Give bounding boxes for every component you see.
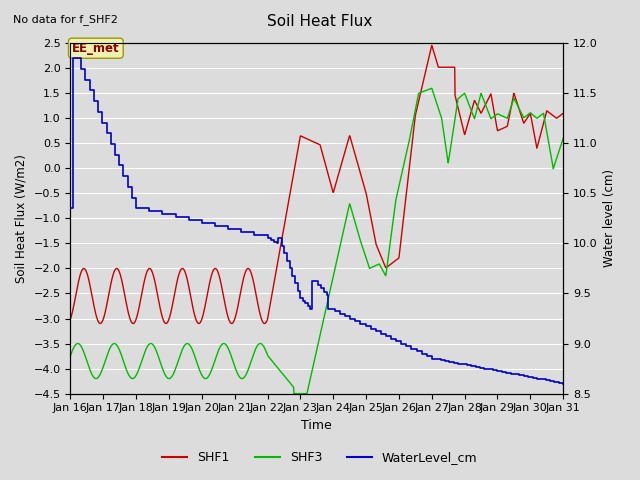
SHF3 xyxy=(348,206,355,212)
Line: SHF1: SHF1 xyxy=(70,46,563,324)
SHF1 xyxy=(276,248,284,253)
WaterLevel_cm xyxy=(476,365,484,371)
WaterLevel_cm xyxy=(86,87,93,93)
Text: EE_met: EE_met xyxy=(72,42,120,55)
SHF3 xyxy=(67,353,74,359)
WaterLevel_cm xyxy=(559,381,567,386)
Legend: SHF1, SHF3, WaterLevel_cm: SHF1, SHF3, WaterLevel_cm xyxy=(157,446,483,469)
SHF3 xyxy=(125,372,132,378)
Line: WaterLevel_cm: WaterLevel_cm xyxy=(70,58,563,384)
WaterLevel_cm xyxy=(382,331,390,336)
SHF3 xyxy=(286,380,294,385)
SHF3 xyxy=(559,135,567,141)
Y-axis label: Soil Heat Flux (W/m2): Soil Heat Flux (W/m2) xyxy=(15,154,28,283)
WaterLevel_cm xyxy=(67,205,74,211)
SHF1 xyxy=(97,321,104,326)
Y-axis label: Water level (cm): Water level (cm) xyxy=(604,169,616,267)
X-axis label: Time: Time xyxy=(301,419,332,432)
Text: No data for f_SHF2: No data for f_SHF2 xyxy=(13,14,118,25)
Line: SHF3: SHF3 xyxy=(70,88,563,394)
SHF3 xyxy=(290,391,298,396)
SHF1 xyxy=(125,312,132,318)
SHF1 xyxy=(286,191,294,196)
SHF1 xyxy=(67,316,74,322)
WaterLevel_cm xyxy=(445,358,453,364)
SHF3 xyxy=(428,85,436,91)
Text: Soil Heat Flux: Soil Heat Flux xyxy=(268,14,372,29)
WaterLevel_cm xyxy=(70,55,77,61)
SHF3 xyxy=(276,367,284,373)
SHF3 xyxy=(105,348,113,354)
SHF3 xyxy=(295,391,303,396)
WaterLevel_cm xyxy=(299,296,307,301)
WaterLevel_cm xyxy=(296,296,304,301)
SHF1 xyxy=(428,43,436,48)
SHF1 xyxy=(295,141,303,147)
SHF1 xyxy=(105,291,113,297)
SHF1 xyxy=(559,110,567,116)
SHF1 xyxy=(348,138,355,144)
